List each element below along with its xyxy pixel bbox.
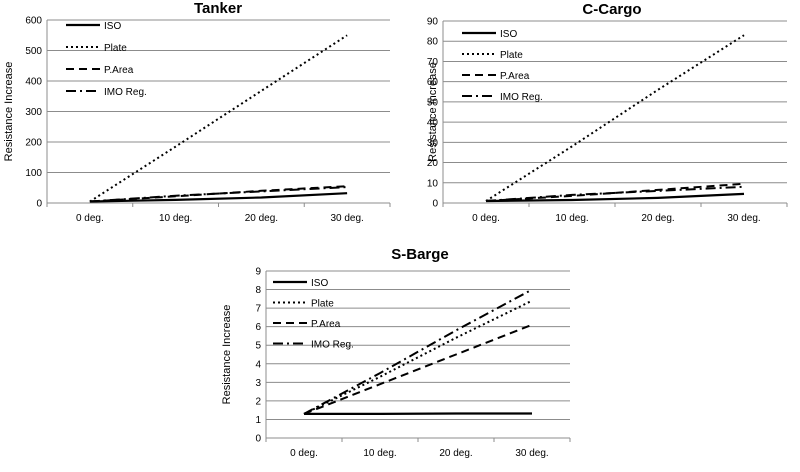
legend-label: P.Area [104,65,134,76]
y-tick-label: 600 [25,16,42,27]
x-tick-label: 0 deg. [290,448,318,459]
x-tick-label: 30 deg. [727,213,760,224]
y-tick-label: 10 [427,178,439,189]
x-tick-label: 0 deg. [76,213,104,224]
x-tick-label: 10 deg. [555,213,588,224]
y-tick-label: 6 [255,322,261,333]
series-line-plate [90,35,347,201]
y-axis-label: Resistance Increase [3,62,15,162]
x-tick-label: 30 deg. [330,213,363,224]
legend-label: Plate [500,50,523,61]
legend-label: ISO [311,278,328,289]
legend-label: IMO Reg. [500,92,543,103]
y-tick-label: 400 [25,77,42,88]
legend-label: Plate [104,43,127,54]
y-tick-label: 200 [25,138,42,149]
y-axis-label: Resistance Increase [221,305,233,405]
legend-label: IMO Reg. [104,87,147,98]
y-tick-label: 7 [255,304,261,315]
chart-title: S-Barge [391,246,449,263]
y-tick-label: 90 [427,17,439,28]
series-line-plate [486,35,744,201]
y-tick-label: 0 [255,434,261,445]
y-tick-label: 9 [255,267,261,278]
y-tick-label: 0 [432,199,438,210]
y-tick-label: 1 [255,415,261,426]
series-line-plate [304,301,532,414]
y-tick-label: 300 [25,107,42,118]
x-tick-label: 30 deg. [515,448,548,459]
y-tick-label: 8 [255,285,261,296]
legend-label: Plate [311,299,334,310]
chart-title: Tanker [194,0,242,17]
legend-label: ISO [104,21,121,32]
legend-label: P.Area [311,319,341,330]
y-tick-label: 80 [427,37,439,48]
chart-0: 0 100 200 300 400 500 600 0 deg. 10 deg. 20 deg. 3… [3,0,390,224]
y-tick-label: 500 [25,46,42,57]
legend-label: IMO Reg. [311,340,354,351]
x-tick-label: 10 deg. [363,448,396,459]
x-tick-label: 10 deg. [159,213,192,224]
x-tick-label: 20 deg. [245,213,278,224]
y-axis-label: Resistance Increase [427,62,439,162]
y-tick-label: 4 [255,359,261,370]
y-tick-label: 5 [255,341,261,352]
y-tick-label: 2 [255,396,261,407]
x-tick-label: 20 deg. [439,448,472,459]
x-tick-label: 0 deg. [472,213,500,224]
y-tick-label: 100 [25,168,42,179]
legend-label: ISO [500,29,517,40]
x-tick-label: 20 deg. [641,213,674,224]
chart-title: C-Cargo [582,1,641,18]
y-tick-label: 3 [255,378,261,389]
series-line-iso [486,194,744,201]
y-tick-label: 0 [36,199,42,210]
legend-label: P.Area [500,71,530,82]
chart-2: 0 1 2 3 4 5 6 7 8 9 0 deg. 10 deg. 20 deg. 30 deg. S-B… [221,246,570,459]
